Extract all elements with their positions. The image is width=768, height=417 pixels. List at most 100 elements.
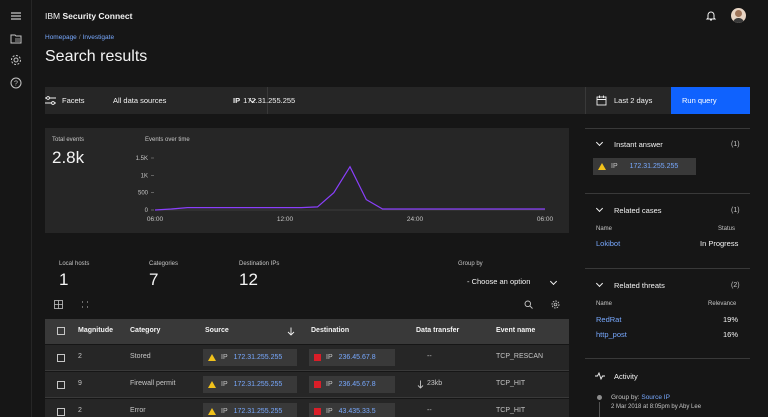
instant-answer-chip[interactable]: IP 172.31.255.255: [593, 158, 696, 175]
cell-category: Error: [130, 407, 146, 414]
cell-magnitude: 2: [78, 407, 82, 414]
settings-icon[interactable]: [9, 53, 23, 67]
select-all-checkbox[interactable]: [57, 327, 65, 335]
arrow-down-icon: [417, 380, 424, 389]
group-by-chevron-icon: [549, 277, 558, 286]
search-icon[interactable]: [524, 300, 533, 309]
destination-value: 236.45.67.8: [338, 381, 376, 388]
related-cases-count: (1): [731, 207, 740, 214]
source-chip[interactable]: IP 172.31.255.255: [203, 349, 297, 366]
table-row[interactable]: 2 Stored IP 172.31.255.255 IP 236.45.67.8 …: [45, 345, 569, 371]
divider: [585, 128, 750, 129]
col-event-name[interactable]: Event name: [496, 327, 536, 334]
related-cases-chevron-icon[interactable]: [595, 204, 604, 213]
facets-button[interactable]: Facets: [45, 87, 103, 114]
divider: [585, 358, 750, 359]
sort-arrow-down-icon[interactable]: [287, 327, 295, 336]
search-bar: Facets All data sources IP 172.31.255.255…: [45, 87, 750, 114]
instant-answer-type: IP: [611, 163, 618, 170]
run-query-button[interactable]: Run query: [671, 87, 750, 114]
cell-category: Stored: [130, 353, 151, 360]
search-query-input[interactable]: IP 172.31.255.255: [233, 96, 295, 105]
col-data-transfer[interactable]: Data transfer: [416, 327, 460, 334]
source-value: 172.31.255.255: [233, 381, 283, 388]
related-cases-col-name: Name: [596, 226, 613, 232]
col-destination[interactable]: Destination: [311, 327, 350, 334]
breadcrumb-current[interactable]: Investigate: [82, 34, 115, 41]
stat-label-local-hosts: Local hosts: [59, 261, 90, 267]
divider: [585, 268, 750, 269]
page-title: Search results: [45, 48, 148, 65]
warning-icon: [208, 354, 216, 361]
threat-link[interactable]: http_post: [596, 330, 627, 339]
source-type: IP: [221, 381, 228, 388]
breadcrumb: Homepage / Investigate: [45, 34, 114, 41]
destination-value: 43.435.33.5: [338, 408, 376, 415]
cell-magnitude: 9: [78, 380, 82, 387]
critical-icon: [314, 408, 321, 415]
case-link[interactable]: Lokibot: [596, 239, 621, 248]
timeline-dot: [597, 395, 602, 400]
menu-icon[interactable]: [9, 9, 23, 23]
breadcrumb-home[interactable]: Homepage: [45, 34, 77, 41]
warning-icon: [598, 163, 606, 170]
stat-value-destination-ips: 12: [239, 270, 258, 289]
activity-icon: [595, 372, 605, 380]
app-brand: IBM Security Connect: [45, 11, 132, 21]
brand-suffix: Connect: [98, 11, 133, 21]
group-by-dropdown[interactable]: - Choose an option: [467, 277, 530, 286]
query-type: IP: [233, 96, 241, 105]
folder-list-icon[interactable]: [9, 32, 23, 46]
destination-chip[interactable]: IP 236.45.67.8: [309, 349, 395, 366]
row-checkbox[interactable]: [57, 408, 65, 416]
threat-link[interactable]: RedRat: [596, 315, 622, 324]
row-checkbox[interactable]: [57, 354, 65, 362]
summary-panel: Total events 2.8k Events over time 1.5K 1…: [45, 128, 569, 233]
calendar-icon: [596, 95, 607, 106]
activity-title: Activity: [614, 372, 638, 381]
cell-event-name: TCP_RESCAN: [496, 353, 544, 360]
destination-chip[interactable]: IP 43.435.33.5: [309, 403, 395, 417]
destination-type: IP: [326, 354, 333, 361]
y-tick-label: 1K: [141, 173, 148, 179]
activity-link[interactable]: Source IP: [641, 394, 670, 401]
table-row[interactable]: 2 Error IP 172.31.255.255 IP 43.435.33.5 -…: [45, 399, 569, 417]
y-tick-label: 1.5K: [136, 156, 148, 162]
col-category[interactable]: Category: [130, 327, 161, 334]
list-view-icon[interactable]: [81, 300, 90, 309]
x-tick-label: 24:00: [407, 216, 424, 223]
x-tick-label: 12:00: [277, 216, 294, 223]
source-chip[interactable]: IP 172.31.255.255: [203, 403, 297, 417]
warning-icon: [208, 381, 216, 388]
cell-data-transfer: --: [427, 407, 432, 414]
source-value: 172.31.255.255: [233, 354, 283, 361]
col-source[interactable]: Source: [205, 327, 229, 334]
help-icon[interactable]: ?: [9, 76, 23, 90]
filter-sliders-icon: [45, 96, 56, 105]
activity-line-2: 2 Mar 2018 at 8:05pm by Aby Lee: [611, 404, 702, 410]
destination-chip[interactable]: IP 236.45.67.8: [309, 376, 395, 393]
related-threats-chevron-icon[interactable]: [595, 279, 604, 288]
grid-view-icon[interactable]: [54, 300, 63, 309]
table-row[interactable]: 9 Firewall permit IP 172.31.255.255 IP 236…: [45, 372, 569, 398]
date-range-picker[interactable]: Last 2 days: [585, 87, 671, 114]
critical-icon: [314, 381, 321, 388]
activity-line-1: Group by: Source IP: [611, 394, 670, 401]
col-magnitude[interactable]: Magnitude: [78, 327, 113, 334]
related-threats-col-relevance: Relevance: [708, 301, 737, 307]
cell-category: Firewall permit: [130, 380, 176, 387]
total-events-label: Total events: [52, 137, 85, 143]
x-tick-label: 06:00: [537, 216, 554, 223]
source-chip[interactable]: IP 172.31.255.255: [203, 376, 297, 393]
notification-icon[interactable]: [705, 9, 717, 22]
data-sources-value: All data sources: [113, 96, 167, 105]
date-range-value: Last 2 days: [614, 96, 653, 105]
chart-title: Events over time: [145, 137, 190, 143]
total-events-value: 2.8k: [52, 148, 85, 167]
avatar[interactable]: [731, 8, 746, 23]
table-header: Magnitude Category Source Destination Da…: [45, 319, 569, 344]
instant-answer-chevron-icon[interactable]: [595, 138, 604, 147]
table-settings-icon[interactable]: [551, 300, 560, 309]
row-checkbox[interactable]: [57, 381, 65, 389]
data-sources-dropdown[interactable]: All data sources: [105, 87, 268, 114]
